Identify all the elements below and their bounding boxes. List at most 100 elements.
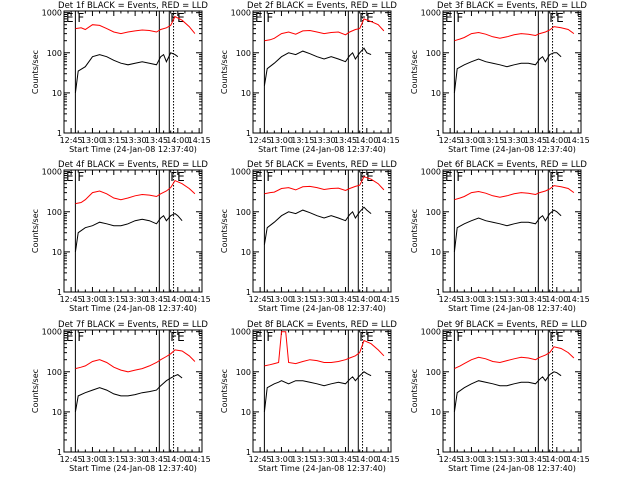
y-tick-label: 10: [241, 89, 251, 98]
flag-label-f: F: [456, 330, 463, 344]
plot-frame: [63, 169, 203, 293]
x-tick-label: 13:00: [81, 455, 104, 464]
y-axis-label: Counts/sec: [220, 369, 229, 413]
x-tick-label: 14:15: [188, 455, 211, 464]
x-axis-label: Start Time (24-Jan-08 12:37:40): [69, 145, 197, 154]
panel-title: Det 8f BLACK = Events, RED = LLD: [247, 320, 397, 330]
x-tick-label: 13:15: [291, 455, 314, 464]
x-tick-label: 13:30: [124, 136, 147, 145]
panel-title: Det 1f BLACK = Events, RED = LLD: [58, 1, 208, 11]
y-axis-label: Counts/sec: [31, 369, 40, 413]
x-tick-label: 13:45: [524, 136, 547, 145]
x-tick-label: 13:30: [313, 295, 336, 304]
y-tick-label: 10: [52, 408, 62, 417]
panel-title: Det 2f BLACK = Events, RED = LLD: [247, 1, 397, 11]
x-tick-label: 14:15: [188, 136, 211, 145]
x-tick-label: 13:30: [124, 455, 147, 464]
x-tick-label: 13:15: [481, 136, 504, 145]
plot-frame: [442, 169, 582, 293]
y-tick-label: 100: [426, 208, 441, 217]
y-axis-label: Counts/sec: [410, 50, 419, 94]
y-tick-label: 1000: [421, 328, 441, 337]
x-tick-label: 14:00: [355, 295, 378, 304]
events-series-line: [74, 374, 183, 412]
y-tick-label: 10: [431, 248, 441, 257]
flag-label-e: E: [445, 330, 453, 344]
x-axis-label: Start Time (24-Jan-08 12:37:40): [448, 464, 576, 473]
flag-label-e: E: [66, 330, 74, 344]
x-tick-label: 13:30: [503, 295, 526, 304]
flag-label-fe: FE: [359, 11, 373, 25]
x-tick-label: 12:45: [60, 295, 83, 304]
y-axis-label: Counts/sec: [31, 50, 40, 94]
x-tick-label: 13:45: [524, 295, 547, 304]
x-axis-label: Start Time (24-Jan-08 12:37:40): [258, 145, 386, 154]
x-tick-label: 13:15: [481, 295, 504, 304]
y-axis-label: Counts/sec: [31, 209, 40, 253]
flag-label-e: E: [255, 170, 263, 184]
y-tick-label: 100: [47, 49, 62, 58]
x-tick-label: 12:45: [249, 136, 272, 145]
flag-label-f: F: [266, 170, 273, 184]
x-tick-label: 13:00: [270, 455, 293, 464]
x-tick-label: 13:00: [81, 136, 104, 145]
y-axis-label: Counts/sec: [220, 50, 229, 94]
panel-title: Det 5f BLACK = Events, RED = LLD: [247, 160, 397, 170]
y-tick-label: 10: [431, 89, 441, 98]
y-tick-label: 1: [57, 448, 62, 457]
events-series-line: [453, 209, 562, 252]
x-tick-label: 14:00: [355, 455, 378, 464]
y-tick-label: 10: [52, 89, 62, 98]
x-tick-label: 14:15: [567, 455, 590, 464]
x-tick-label: 14:00: [166, 136, 189, 145]
lld-series-line: [454, 346, 575, 370]
flag-label-f: F: [266, 330, 273, 344]
flag-label-f: F: [77, 170, 84, 184]
flag-label-e: E: [445, 170, 453, 184]
flag-label-fe: FE: [359, 330, 373, 344]
y-tick-label: 10: [52, 248, 62, 257]
y-tick-label: 10: [431, 408, 441, 417]
x-tick-label: 13:30: [313, 455, 336, 464]
lld-series-line: [75, 179, 196, 205]
flag-label-e: E: [66, 11, 74, 25]
x-tick-label: 12:45: [60, 455, 83, 464]
x-tick-label: 13:00: [460, 136, 483, 145]
panel-title: Det 7f BLACK = Events, RED = LLD: [58, 320, 208, 330]
lld-series-line: [264, 331, 385, 367]
y-tick-label: 1000: [231, 168, 251, 177]
plot-frame: [252, 169, 392, 293]
x-tick-label: 13:15: [102, 455, 125, 464]
x-tick-label: 14:15: [567, 136, 590, 145]
x-tick-label: 14:00: [355, 136, 378, 145]
x-tick-label: 13:30: [124, 295, 147, 304]
y-tick-label: 100: [236, 49, 251, 58]
events-series-line: [74, 213, 183, 252]
x-axis-label: Start Time (24-Jan-08 12:37:40): [448, 304, 576, 313]
x-tick-label: 14:15: [377, 455, 400, 464]
plot-frame: [442, 329, 582, 453]
x-tick-label: 13:15: [102, 295, 125, 304]
x-tick-label: 13:00: [270, 136, 293, 145]
x-tick-label: 13:15: [481, 455, 504, 464]
x-tick-label: 14:00: [545, 455, 568, 464]
x-tick-label: 13:15: [291, 295, 314, 304]
y-tick-label: 1: [246, 129, 251, 138]
x-axis-label: Start Time (24-Jan-08 12:37:40): [69, 464, 197, 473]
events-series-line: [453, 52, 562, 93]
flag-label-f: F: [77, 11, 84, 25]
events-series-line: [263, 47, 372, 86]
x-tick-label: 13:45: [524, 455, 547, 464]
plot-frame: [442, 10, 582, 134]
plot-frame: [63, 329, 203, 453]
y-tick-label: 100: [236, 208, 251, 217]
x-tick-label: 13:45: [145, 295, 168, 304]
x-axis-label: Start Time (24-Jan-08 12:37:40): [448, 145, 576, 154]
flag-label-fe: FE: [549, 330, 563, 344]
x-tick-label: 13:00: [81, 295, 104, 304]
y-tick-label: 1000: [421, 168, 441, 177]
flag-label-e: E: [445, 11, 453, 25]
y-tick-label: 1000: [421, 9, 441, 18]
y-tick-label: 1: [246, 448, 251, 457]
